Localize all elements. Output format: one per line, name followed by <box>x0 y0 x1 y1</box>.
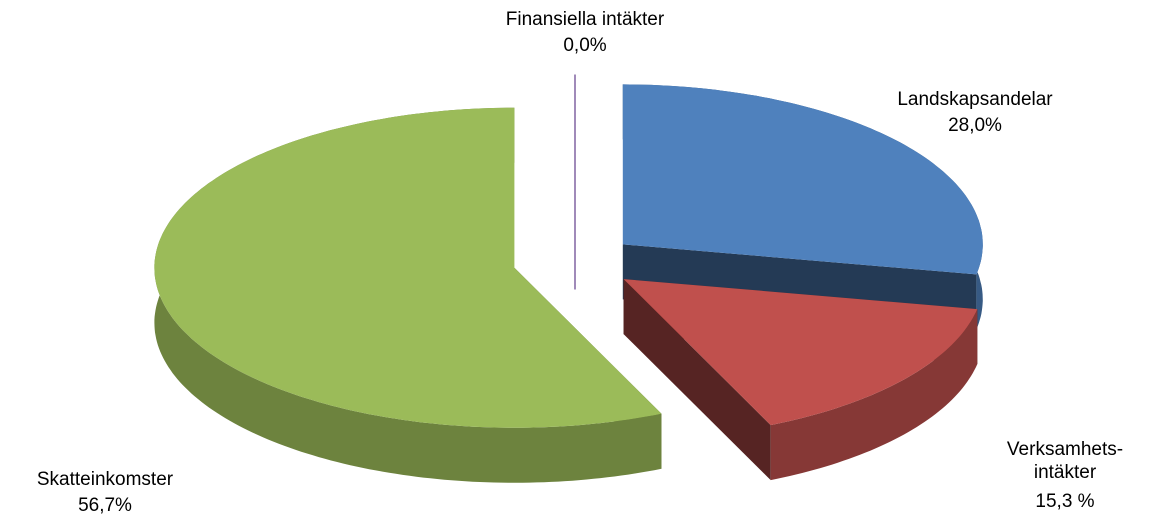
value-label: 0,0% <box>563 35 606 56</box>
slice <box>622 84 983 275</box>
slice <box>154 107 662 428</box>
slice-side <box>623 279 771 481</box>
slice-label: Landskapsandelar <box>897 89 1053 110</box>
slice <box>623 279 978 426</box>
value-label: 56,7% <box>78 495 132 516</box>
slice-wall <box>154 107 662 483</box>
slice-label: Finansiella intäkter <box>506 9 665 30</box>
slice-label: Skatteinkomster <box>37 469 174 490</box>
value-label: 15,3 % <box>1035 491 1094 512</box>
value-label: 28,0% <box>948 115 1002 136</box>
slice-wall <box>770 309 978 481</box>
slice-label: Verksamhets-intäkter <box>1007 439 1123 483</box>
